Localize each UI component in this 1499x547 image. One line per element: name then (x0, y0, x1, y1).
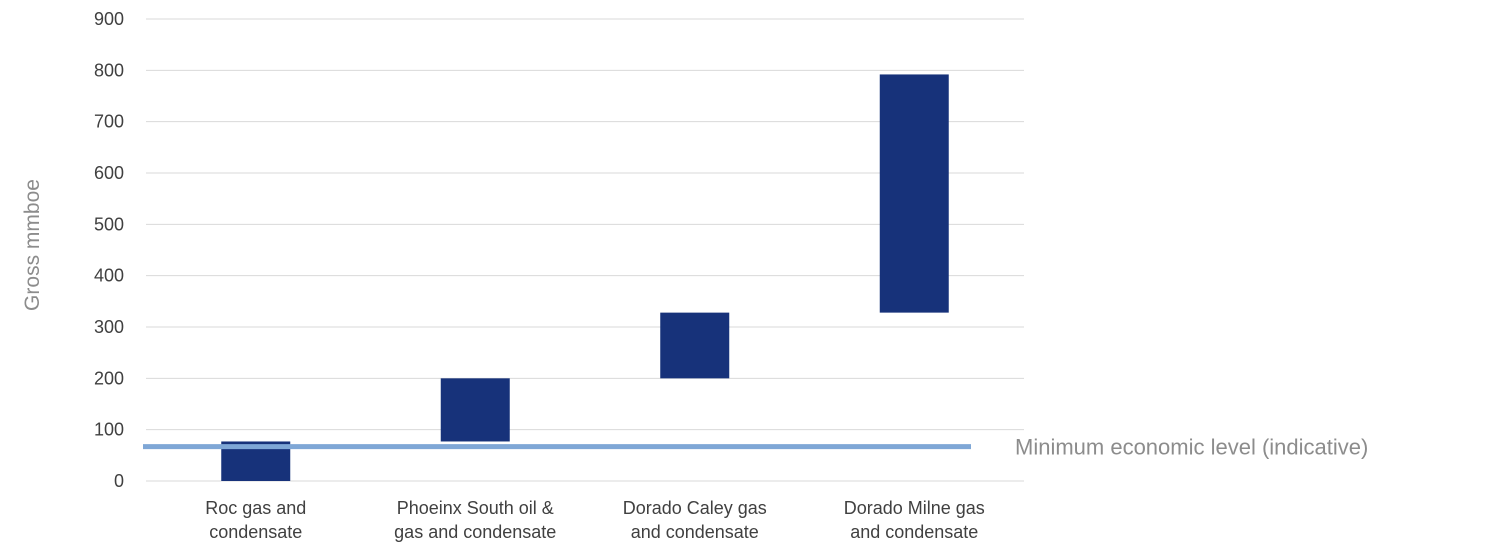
y-tick-label: 800 (94, 60, 124, 80)
x-category-label: gas and condensate (394, 522, 556, 542)
x-category-label: and condensate (850, 522, 978, 542)
x-category-label: condensate (209, 522, 302, 542)
x-category-labels: Roc gas and condensate Phoeinx South oil &… (205, 498, 985, 542)
reference-line-group: Minimum economic level (indicative) (143, 435, 1368, 460)
y-tick-label: 400 (94, 266, 124, 286)
y-tick-label: 300 (94, 317, 124, 337)
bar-3 (879, 74, 949, 313)
y-tick-label: 500 (94, 214, 124, 234)
y-tick-label: 700 (94, 112, 124, 132)
y-tick-label: 600 (94, 163, 124, 183)
y-tick-label: 100 (94, 420, 124, 440)
reference-line-label: Minimum economic level (indicative) (1015, 435, 1368, 460)
bars-layer (221, 74, 949, 481)
y-tick-label: 900 (94, 9, 124, 29)
bar-1 (440, 378, 510, 442)
y-axis-title: Gross mmboe (21, 179, 44, 311)
y-tick-label: 200 (94, 368, 124, 388)
x-category-label: and condensate (631, 522, 759, 542)
x-category-label: Dorado Caley gas (623, 498, 767, 518)
y-tick-label: 0 (114, 471, 124, 491)
y-tick-labels: 0 100 200 300 400 500 600 700 800 900 (94, 9, 124, 491)
bar-2 (660, 312, 730, 379)
x-category-label: Dorado Milne gas (844, 498, 985, 518)
x-category-label: Roc gas and (205, 498, 306, 518)
x-category-label: Phoeinx South oil & (397, 498, 554, 518)
grid-layer (146, 18, 1024, 482)
